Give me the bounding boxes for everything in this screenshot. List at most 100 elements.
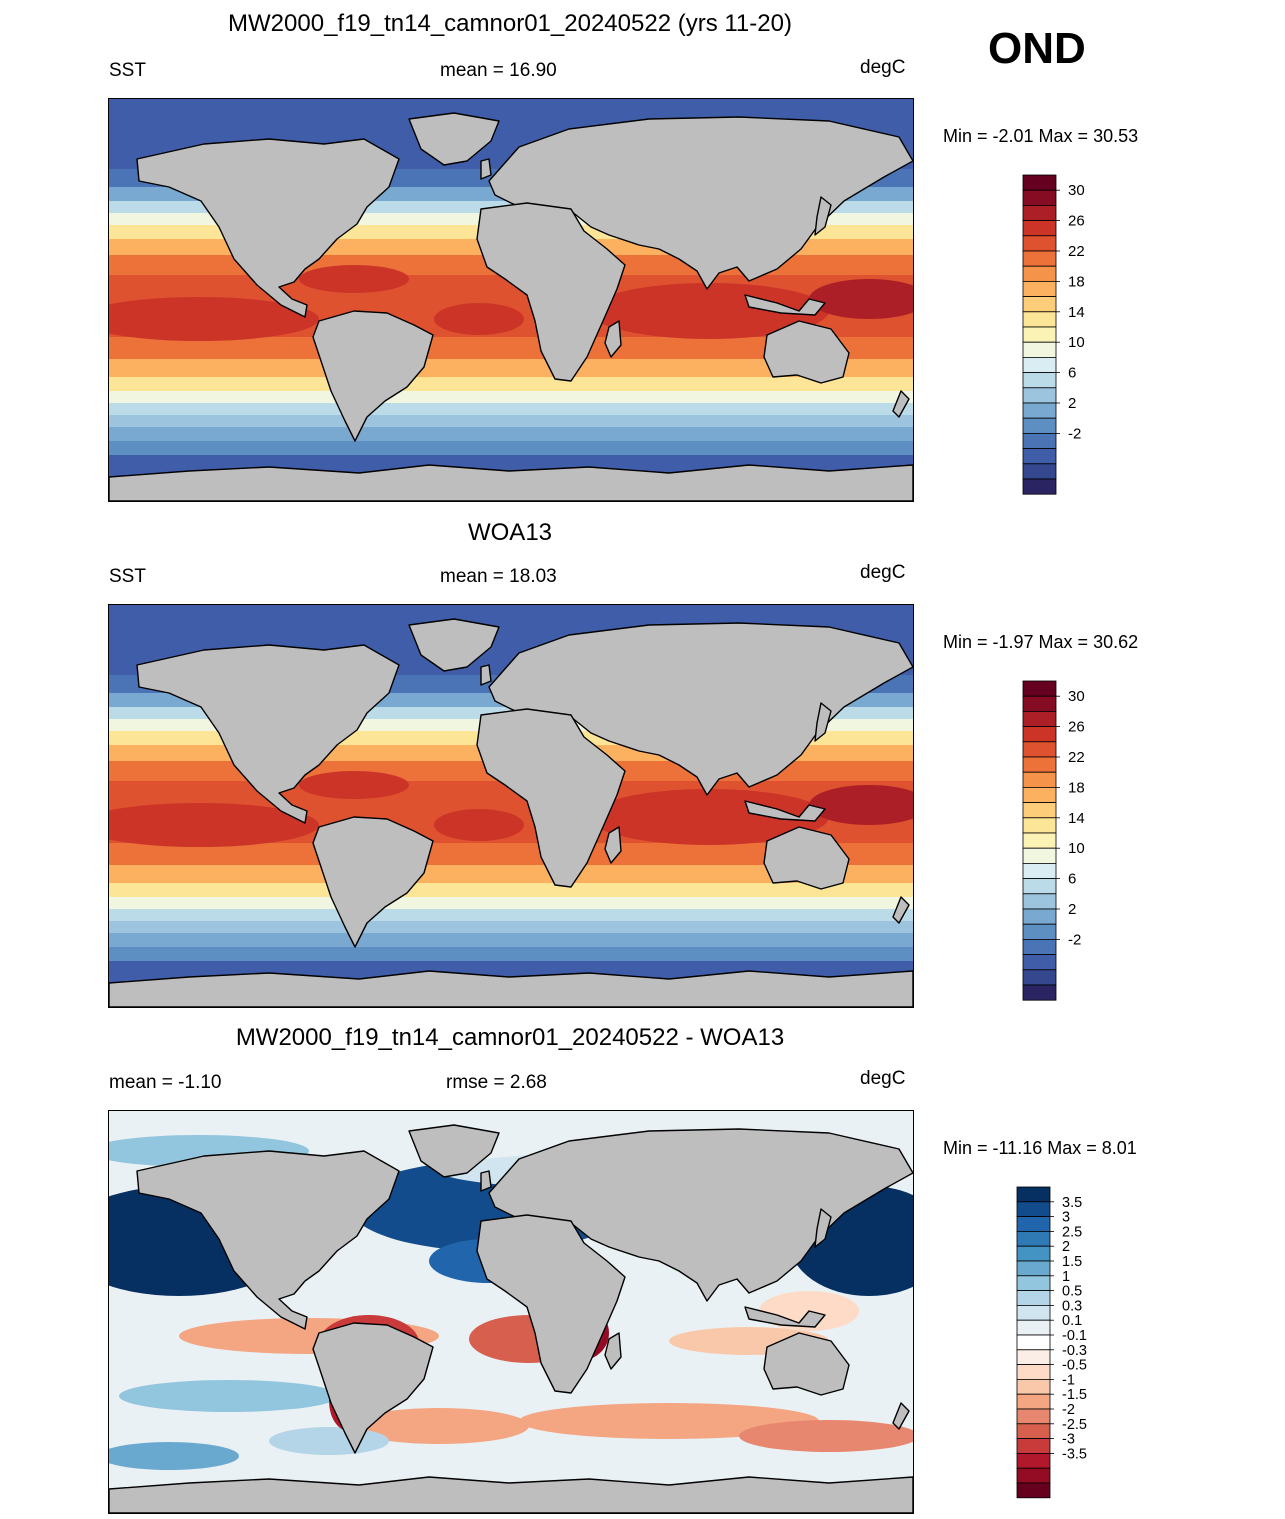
warm-pool-west-pacific bbox=[809, 785, 913, 825]
colorbar-tick-label: -2 bbox=[1062, 1402, 1075, 1418]
panel1-variable-label: SST bbox=[109, 60, 146, 81]
colorbar-tick-label: 22 bbox=[1068, 243, 1085, 260]
colorbar-swatch bbox=[1016, 1349, 1051, 1366]
diff-anomaly bbox=[119, 1380, 339, 1412]
sst-band bbox=[109, 359, 913, 377]
colorbar-tick-label: 30 bbox=[1068, 182, 1085, 199]
panel1-units-label: degC bbox=[860, 57, 906, 78]
colorbar-swatch bbox=[1016, 1408, 1051, 1425]
colorbar-tick-label: 2 bbox=[1068, 395, 1076, 412]
colorbar-swatch bbox=[1016, 1393, 1051, 1410]
colorbar-swatch bbox=[1022, 771, 1057, 788]
land-layer bbox=[109, 112, 913, 501]
land-indonesia bbox=[744, 294, 826, 316]
colorbar-swatch bbox=[1016, 1231, 1051, 1247]
land-indonesia bbox=[744, 800, 826, 822]
colorbar-swatch bbox=[1016, 1305, 1051, 1321]
panel2-units-label: degC bbox=[860, 562, 906, 583]
panel2-map bbox=[108, 604, 914, 1008]
colorbar-swatch bbox=[1022, 954, 1057, 971]
colorbar-tick-label: 14 bbox=[1068, 304, 1085, 321]
panel3-units-label: degC bbox=[860, 1068, 906, 1089]
land-antarctica bbox=[109, 1476, 913, 1513]
diff-anomaly bbox=[519, 1403, 819, 1439]
colorbar-tick-label: 0.1 bbox=[1062, 1313, 1082, 1329]
land-uk bbox=[480, 158, 492, 180]
land-madagascar bbox=[604, 1332, 622, 1370]
colorbar-swatch bbox=[1016, 1290, 1051, 1306]
land-madagascar bbox=[604, 826, 622, 864]
colorbar-swatch bbox=[1022, 862, 1057, 879]
colorbar-swatch bbox=[1022, 710, 1057, 727]
colorbar-swatch bbox=[1022, 741, 1057, 758]
sst-band bbox=[109, 933, 913, 947]
panel3-title: MW2000_f19_tn14_camnor01_20240522 - WOA1… bbox=[235, 1024, 785, 1051]
sst-band bbox=[109, 377, 913, 391]
land-japan bbox=[814, 702, 832, 742]
sst-band bbox=[109, 441, 913, 455]
land-indonesia bbox=[744, 1306, 826, 1328]
colorbar-tick-label: -1.5 bbox=[1062, 1387, 1087, 1403]
colorbar-tick-label: -2 bbox=[1068, 425, 1081, 442]
colorbar-tick-label: 10 bbox=[1068, 334, 1085, 351]
colorbar-tick-label: 2.5 bbox=[1062, 1224, 1082, 1240]
colorbar-tick-label: 30 bbox=[1068, 688, 1085, 705]
diff-anomaly bbox=[269, 1427, 389, 1455]
land-south-america bbox=[312, 816, 434, 948]
land-layer bbox=[109, 1124, 913, 1513]
land-uk bbox=[480, 664, 492, 686]
colorbar-swatch bbox=[1016, 1201, 1051, 1218]
warm-pool-atlantic bbox=[434, 303, 524, 335]
colorbar-swatch bbox=[1022, 417, 1057, 434]
colorbar-swatch bbox=[1022, 432, 1057, 449]
colorbar-tick-label: -0.1 bbox=[1062, 1328, 1087, 1344]
colorbar-swatch bbox=[1022, 908, 1057, 925]
panel3-colorbar: 3.5 3 2.5 2 1.5 1 0.5 0.3 0.1 -0.1 -0.3 -0.5 -1 -1.5-… bbox=[1016, 1186, 1097, 1500]
land-australia bbox=[763, 1332, 850, 1396]
warm-pool-atlantic bbox=[434, 809, 524, 841]
panel1-minmax-label: Min = -2.01 Max = 30.53 bbox=[943, 126, 1139, 146]
colorbar-swatch bbox=[1022, 878, 1057, 895]
panel3-rmse-label: rmse = 2.68 bbox=[446, 1072, 547, 1093]
colorbar-swatch bbox=[1016, 1482, 1051, 1499]
colorbar-swatch bbox=[1022, 463, 1057, 480]
warm-pool-west-pacific bbox=[809, 279, 913, 319]
colorbar-swatch bbox=[1022, 204, 1057, 221]
land-new-zealand bbox=[892, 390, 910, 418]
season-label: OND bbox=[988, 24, 1086, 73]
land-greenland bbox=[408, 618, 500, 672]
panel1-mean-label: mean = 16.90 bbox=[440, 60, 557, 81]
land-africa bbox=[476, 202, 626, 382]
colorbar-swatch bbox=[1016, 1334, 1051, 1351]
colorbar-swatch bbox=[1022, 923, 1057, 940]
colorbar-tick-label: 1.5 bbox=[1062, 1254, 1082, 1270]
land-antarctica bbox=[109, 464, 913, 501]
colorbar-swatch bbox=[1022, 341, 1057, 358]
colorbar-swatch bbox=[1022, 478, 1057, 495]
colorbar-tick-label: -1 bbox=[1062, 1372, 1075, 1388]
colorbar-swatch bbox=[1016, 1452, 1051, 1469]
colorbar-tick-label: 2 bbox=[1062, 1239, 1070, 1255]
colorbar-swatch bbox=[1022, 893, 1057, 910]
colorbar-tick-label: -0.5 bbox=[1062, 1358, 1087, 1374]
colorbar-tick-label: -3 bbox=[1062, 1432, 1075, 1448]
colorbar-tick-label: -2.5 bbox=[1062, 1417, 1087, 1433]
land-greenland bbox=[408, 112, 500, 166]
colorbar-swatch bbox=[1022, 969, 1057, 986]
colorbar-tick-label: -0.3 bbox=[1062, 1343, 1087, 1359]
land-new-zealand bbox=[892, 1402, 910, 1430]
panel2-variable-label: SST bbox=[109, 566, 146, 587]
land-north-america bbox=[136, 138, 400, 318]
colorbar-swatch bbox=[1022, 281, 1057, 298]
colorbar-swatch bbox=[1022, 387, 1057, 404]
warm-pool-caribbean bbox=[299, 265, 409, 293]
panel2-mean-label: mean = 18.03 bbox=[440, 566, 557, 587]
colorbar-tick-label: 1 bbox=[1062, 1269, 1070, 1285]
colorbar-tick-label: 14 bbox=[1068, 810, 1085, 827]
land-layer bbox=[109, 618, 913, 1007]
sst-band bbox=[109, 415, 913, 427]
colorbar-swatch bbox=[1016, 1378, 1051, 1395]
diff-anomaly bbox=[739, 1420, 913, 1452]
colorbar-swatch bbox=[1022, 787, 1057, 804]
colorbar-tick-label: 0.3 bbox=[1062, 1298, 1082, 1314]
